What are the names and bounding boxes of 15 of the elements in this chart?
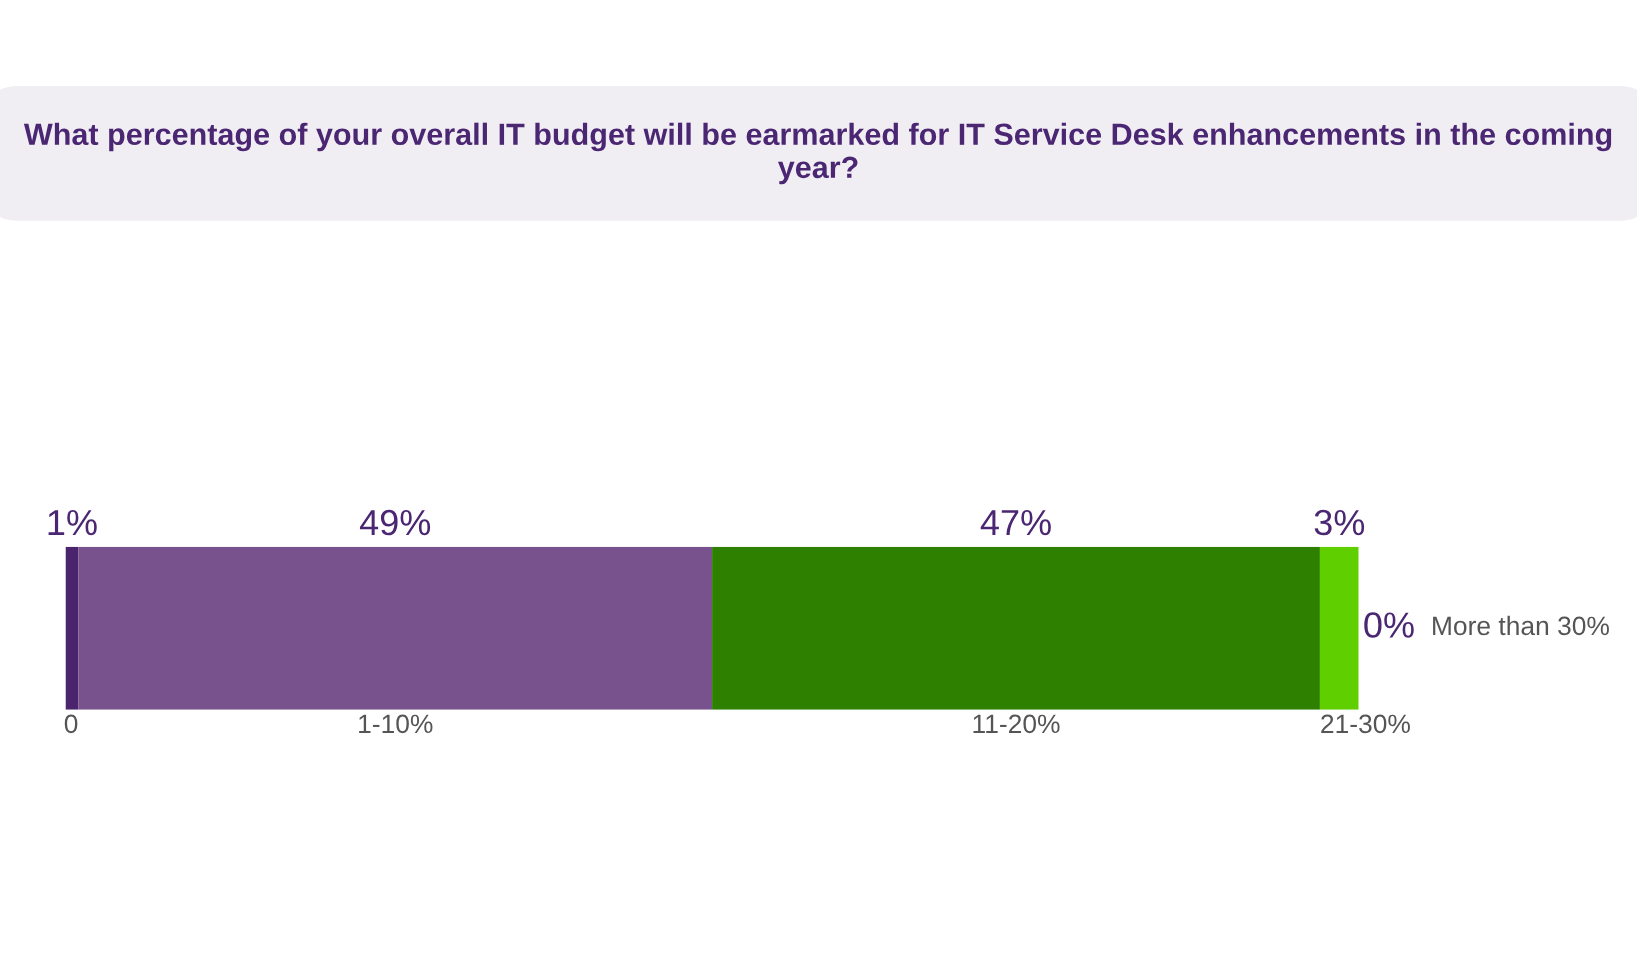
data-label: 47% [980,509,1051,536]
bar [712,546,1320,710]
series-label: 21-30% [1321,714,1410,734]
data-label: 0% [1364,612,1414,638]
series-label: 0 [64,714,78,734]
series-label: 11-20% [973,714,1060,734]
data-label: 3% [1314,509,1365,536]
chart-title: What percentage of your overall IT budget will be earmarked for IT Service Desk enhancements in the coming year? [23,122,1612,185]
bar [1319,546,1359,710]
bar [65,546,79,710]
series-label: 1-10% [359,714,433,734]
text: More than 30% [1433,615,1609,636]
bar [78,546,713,710]
data-label: 49% [359,509,431,536]
data-label: 1% [48,509,97,536]
